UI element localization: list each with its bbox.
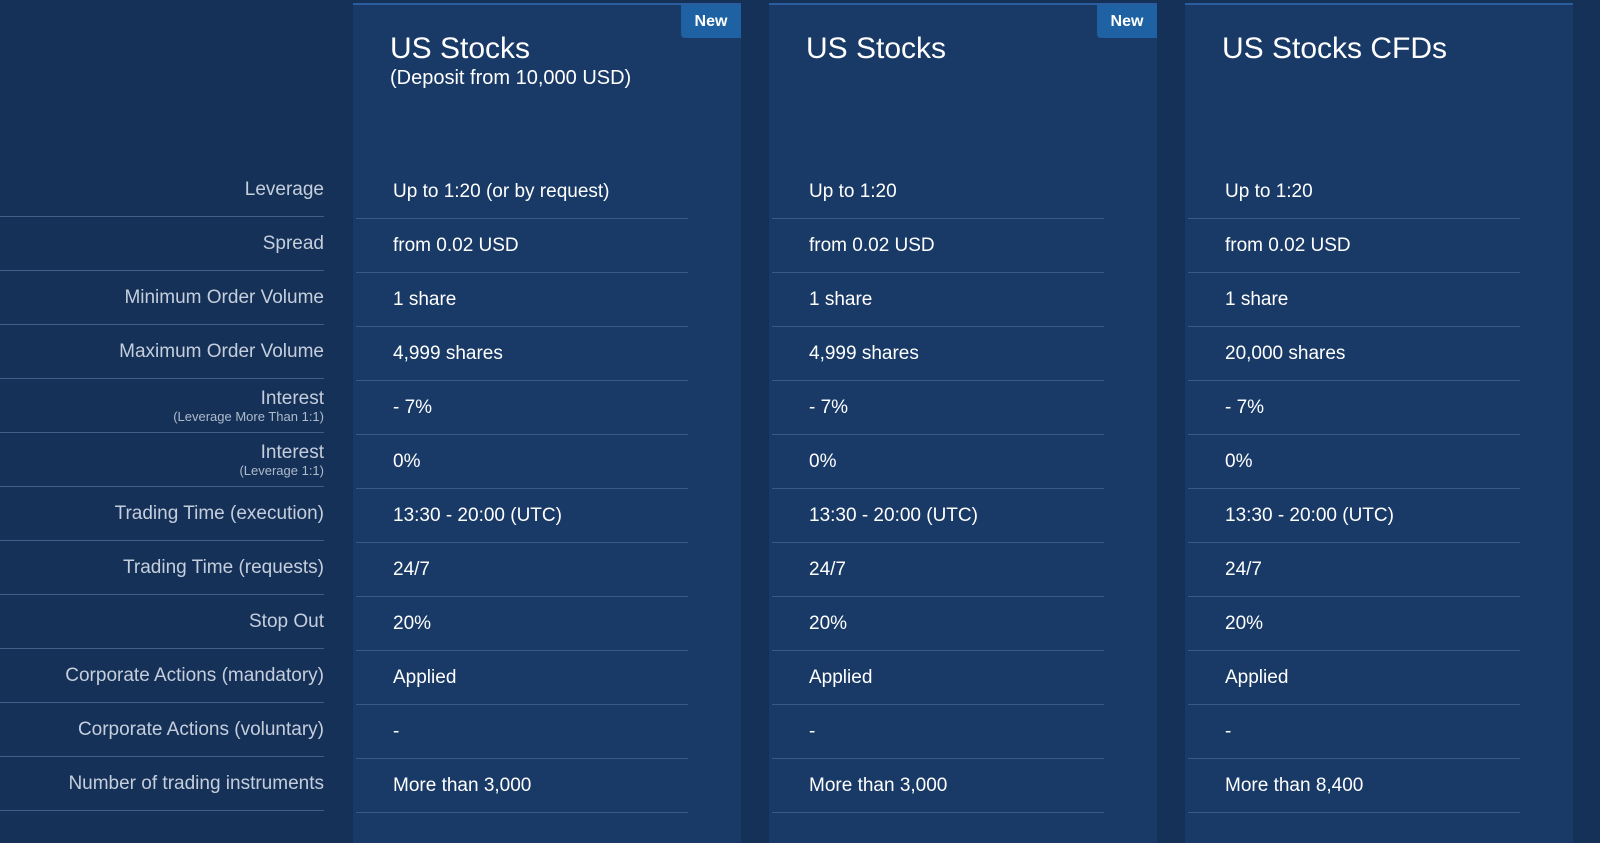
column-title: US Stocks <box>390 32 531 65</box>
cell-spread: from 0.02 USD <box>1188 219 1520 273</box>
label-text: Corporate Actions (voluntary) <box>77 719 324 740</box>
label-subtext: (Leverage 1:1) <box>239 462 324 478</box>
cell-interest-leverage-1-1: 0% <box>1188 435 1520 489</box>
cell-number-of-instruments: More than 8,400 <box>1188 759 1520 813</box>
new-badge: New <box>1097 5 1157 38</box>
label-text: Leverage <box>244 179 324 200</box>
column-title: US Stocks CFDs <box>1222 32 1448 65</box>
cell-corporate-actions-voluntary: - <box>1188 705 1520 759</box>
cell-stop-out: 20% <box>772 597 1104 651</box>
label-corporate-actions-voluntary: Corporate Actions (voluntary) <box>0 703 324 757</box>
cell-leverage: Up to 1:20 <box>1188 165 1520 219</box>
cell-interest-leverage-more: - 7% <box>356 381 688 435</box>
cell-min-order-volume: 1 share <box>356 273 688 327</box>
column-title: US Stocks <box>806 32 947 65</box>
cell-stop-out: 20% <box>1188 597 1520 651</box>
cell-trading-time-requests: 24/7 <box>356 543 688 597</box>
cell-trading-time-execution: 13:30 - 20:00 (UTC) <box>1188 489 1520 543</box>
label-text: Number of trading instruments <box>68 773 324 794</box>
cell-max-order-volume: 4,999 shares <box>356 327 688 381</box>
label-leverage: Leverage <box>0 163 324 217</box>
new-badge: New <box>681 5 741 38</box>
cell-leverage: Up to 1:20 <box>772 165 1104 219</box>
label-interest-leverage-more: Interest (Leverage More Than 1:1) <box>0 379 324 433</box>
column-subtitle: (Deposit from 10,000 USD) <box>390 67 632 89</box>
label-text: Minimum Order Volume <box>124 287 324 308</box>
label-text: Interest <box>260 387 324 409</box>
label-text: Interest <box>260 441 324 463</box>
column-us-stocks: New US Stocks Up to 1:20 from 0.02 USD 1… <box>769 3 1157 843</box>
label-text: Stop Out <box>249 611 324 632</box>
label-corporate-actions-mandatory: Corporate Actions (mandatory) <box>0 649 324 703</box>
cell-spread: from 0.02 USD <box>356 219 688 273</box>
cell-number-of-instruments: More than 3,000 <box>772 759 1104 813</box>
cell-trading-time-execution: 13:30 - 20:00 (UTC) <box>356 489 688 543</box>
column-us-stocks-cfds: US Stocks CFDs Up to 1:20 from 0.02 USD … <box>1185 3 1573 843</box>
cell-trading-time-requests: 24/7 <box>772 543 1104 597</box>
cell-corporate-actions-voluntary: - <box>356 705 688 759</box>
cell-corporate-actions-mandatory: Applied <box>1188 651 1520 705</box>
label-stop-out: Stop Out <box>0 595 324 649</box>
label-interest-leverage-1-1: Interest (Leverage 1:1) <box>0 433 324 487</box>
cell-max-order-volume: 4,999 shares <box>772 327 1104 381</box>
cell-interest-leverage-more: - 7% <box>772 381 1104 435</box>
cell-stop-out: 20% <box>356 597 688 651</box>
label-text: Trading Time (requests) <box>123 557 324 578</box>
cell-trading-time-execution: 13:30 - 20:00 (UTC) <box>772 489 1104 543</box>
cell-corporate-actions-voluntary: - <box>772 705 1104 759</box>
cell-corporate-actions-mandatory: Applied <box>356 651 688 705</box>
label-min-order-volume: Minimum Order Volume <box>0 271 324 325</box>
label-number-of-instruments: Number of trading instruments <box>0 757 324 811</box>
column-us-stocks-deposit: New US Stocks (Deposit from 10,000 USD) … <box>353 3 741 843</box>
cell-min-order-volume: 1 share <box>1188 273 1520 327</box>
cell-trading-time-requests: 24/7 <box>1188 543 1520 597</box>
cell-max-order-volume: 20,000 shares <box>1188 327 1520 381</box>
cell-min-order-volume: 1 share <box>772 273 1104 327</box>
cell-spread: from 0.02 USD <box>772 219 1104 273</box>
cell-number-of-instruments: More than 3,000 <box>356 759 688 813</box>
cell-corporate-actions-mandatory: Applied <box>772 651 1104 705</box>
cell-interest-leverage-1-1: 0% <box>772 435 1104 489</box>
cell-leverage: Up to 1:20 (or by request) <box>356 165 688 219</box>
label-trading-time-requests: Trading Time (requests) <box>0 541 324 595</box>
label-text: Corporate Actions (mandatory) <box>65 665 324 686</box>
cell-interest-leverage-more: - 7% <box>1188 381 1520 435</box>
label-subtext: (Leverage More Than 1:1) <box>173 408 324 424</box>
label-text: Spread <box>262 233 324 254</box>
label-max-order-volume: Maximum Order Volume <box>0 325 324 379</box>
label-trading-time-execution: Trading Time (execution) <box>0 487 324 541</box>
label-text: Trading Time (execution) <box>114 503 324 524</box>
label-spread: Spread <box>0 217 324 271</box>
label-text: Maximum Order Volume <box>119 341 324 362</box>
cell-interest-leverage-1-1: 0% <box>356 435 688 489</box>
